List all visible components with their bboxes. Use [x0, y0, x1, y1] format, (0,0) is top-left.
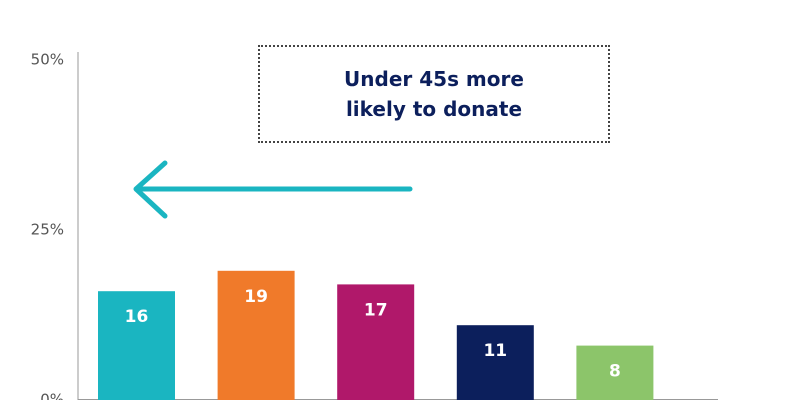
- y-tick-label: 25%: [31, 221, 64, 239]
- annotation-box: Under 45s more likely to donate: [258, 45, 610, 143]
- bar: [217, 270, 295, 400]
- annotation: Under 45s more likely to donate: [344, 67, 524, 121]
- y-tick-label: 50%: [31, 51, 64, 69]
- value-label: 8: [609, 362, 621, 382]
- value-label: 19: [244, 287, 268, 307]
- bar: [98, 291, 175, 400]
- bar: [576, 345, 654, 400]
- value-label: 17: [364, 300, 388, 320]
- value-label: 11: [483, 341, 507, 361]
- arrow: [133, 160, 413, 219]
- bar: [337, 284, 415, 400]
- y-tick-label: 0%: [40, 391, 64, 400]
- value-label: 16: [125, 307, 149, 327]
- bar: [456, 325, 534, 400]
